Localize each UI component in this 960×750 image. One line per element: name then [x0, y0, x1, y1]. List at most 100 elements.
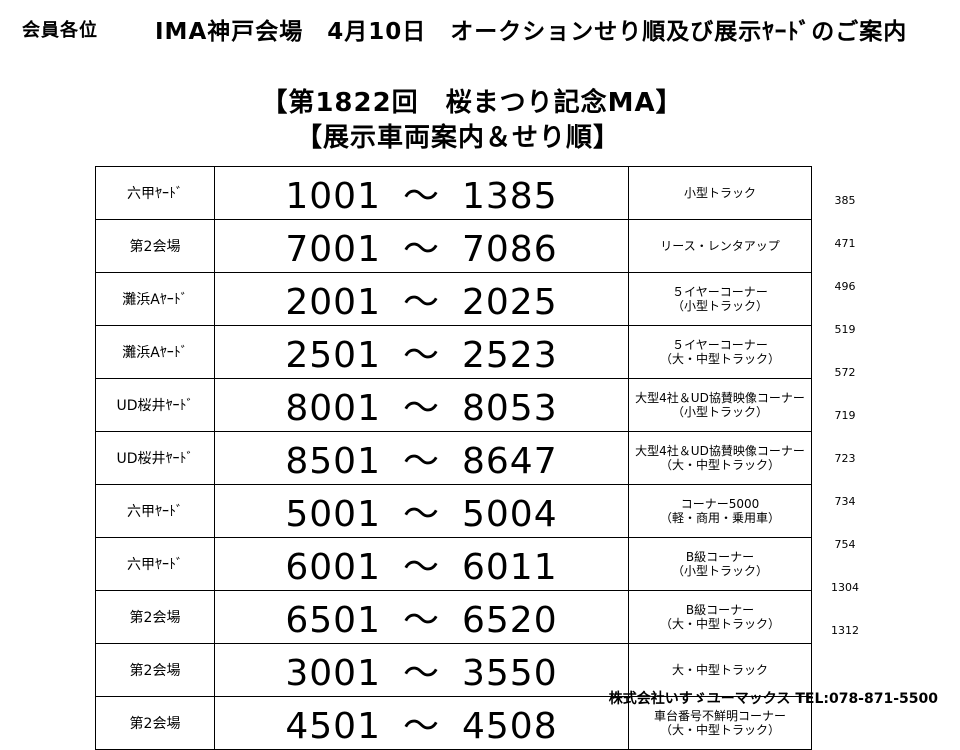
table-row: 第2会場 6501 ～ 6520 B級コーナー （大・中型トラック） — [95, 590, 812, 644]
venue-cell: 六甲ﾔｰﾄﾞ — [95, 537, 215, 591]
table-row: 六甲ﾔｰﾄﾞ 6001 ～ 6011 B級コーナー （小型トラック） — [95, 537, 812, 591]
category-subline: （小型トラック） — [671, 564, 768, 578]
lot-end: 6520 — [462, 600, 558, 641]
category-subline: （小型トラック） — [671, 405, 768, 419]
venue-cell: UD桜井ﾔｰﾄﾞ — [95, 431, 215, 485]
range-separator: ～ — [402, 335, 440, 376]
cumulative-total: 385 — [834, 194, 856, 207]
category-line: リース・レンタアップ — [660, 239, 780, 253]
lot-start: 8501 — [285, 441, 381, 482]
category-subline: （大・中型トラック） — [659, 617, 780, 631]
lot-table-body: 六甲ﾔｰﾄﾞ 1001 ～ 1385 小型トラック 第2会場 7001 ～ 7086 リース・レン… — [95, 166, 812, 750]
venue-cell: 第2会場 — [95, 643, 215, 697]
range-separator: ～ — [402, 547, 440, 588]
event-title: 【第1822回 桜まつり記念MA】 — [261, 88, 683, 118]
cumulative-total: 1304 — [831, 581, 859, 594]
venue-cell: 灘浜Aﾔｰﾄﾞ — [95, 325, 215, 379]
venue-cell: 第2会場 — [95, 219, 215, 273]
category-cell: 大型4社＆UD協賛映像コーナー （小型トラック） — [628, 378, 812, 432]
category-line: 大型4社＆UD協賛映像コーナー — [635, 444, 805, 458]
category-cell: ５イヤーコーナー （大・中型トラック） — [628, 325, 812, 379]
range-separator: ～ — [402, 388, 440, 429]
category-line: B級コーナー — [685, 550, 755, 564]
cumulative-total: 723 — [834, 452, 856, 465]
table-row: UD桜井ﾔｰﾄﾞ 8501 ～ 8647 大型4社＆UD協賛映像コーナー （大・中型トラッ… — [95, 431, 812, 485]
lot-start: 8001 — [285, 388, 381, 429]
cumulative-total: 471 — [834, 237, 856, 250]
lot-end: 3550 — [462, 653, 558, 694]
lot-start: 2001 — [285, 282, 381, 323]
category-line: 大型4社＆UD協賛映像コーナー — [635, 391, 805, 405]
lot-range-cell: 5001 ～ 5004 — [214, 484, 629, 538]
lot-start: 7001 — [285, 229, 381, 270]
lot-range-cell: 1001 ～ 1385 — [214, 166, 629, 220]
lot-end: 2025 — [462, 282, 558, 323]
lot-start: 1001 — [285, 176, 381, 217]
table-row: UD桜井ﾔｰﾄﾞ 8001 ～ 8053 大型4社＆UD協賛映像コーナー （小型トラック） — [95, 378, 812, 432]
venue-cell: 第2会場 — [95, 696, 215, 750]
cumulative-total: 1312 — [831, 624, 859, 637]
range-separator: ～ — [402, 229, 440, 270]
company-name: 株式会社いすゞユーマックス — [608, 691, 791, 707]
lot-end: 8053 — [462, 388, 558, 429]
lot-table: 六甲ﾔｰﾄﾞ 1001 ～ 1385 小型トラック 第2会場 7001 ～ 7086 リース・レン… — [95, 166, 812, 750]
lot-start: 5001 — [285, 494, 381, 535]
table-row: 六甲ﾔｰﾄﾞ 1001 ～ 1385 小型トラック — [95, 166, 812, 220]
range-separator: ～ — [402, 176, 440, 217]
lot-end: 5004 — [462, 494, 558, 535]
category-subline: （軽・商用・乗用車） — [659, 511, 780, 525]
range-separator: ～ — [402, 282, 440, 323]
lot-range-cell: 2001 ～ 2025 — [214, 272, 629, 326]
lot-end: 7086 — [462, 229, 558, 270]
page-header-title: IMA神戸会場 4月10日 オークションせり順及び展示ﾔｰﾄﾞのご案内 — [155, 19, 908, 45]
category-subline: （大・中型トラック） — [659, 723, 780, 737]
range-separator: ～ — [402, 441, 440, 482]
lot-range-cell: 8001 ～ 8053 — [214, 378, 629, 432]
cumulative-total: 734 — [834, 495, 856, 508]
category-line: ５イヤーコーナー — [672, 338, 768, 352]
category-subline: （大・中型トラック） — [659, 352, 780, 366]
range-separator: ～ — [402, 706, 440, 747]
cumulative-total: 496 — [834, 280, 856, 293]
lot-end: 4508 — [462, 706, 558, 747]
lot-start: 6501 — [285, 600, 381, 641]
lot-end: 8647 — [462, 441, 558, 482]
venue-cell: UD桜井ﾔｰﾄﾞ — [95, 378, 215, 432]
category-line: B級コーナー — [685, 603, 755, 617]
category-subline: （小型トラック） — [671, 299, 768, 313]
category-line: コーナー5000 — [680, 497, 760, 511]
lot-range-cell: 2501 ～ 2523 — [214, 325, 629, 379]
range-separator: ～ — [402, 653, 440, 694]
cumulative-total: 519 — [834, 323, 856, 336]
lot-start: 3001 — [285, 653, 381, 694]
cumulative-total: 719 — [834, 409, 856, 422]
cumulative-total: 754 — [834, 538, 856, 551]
section-title: 【展示車両案内＆せり順】 — [295, 123, 620, 153]
lot-range-cell: 6001 ～ 6011 — [214, 537, 629, 591]
lot-start: 4501 — [285, 706, 381, 747]
category-subline: （大・中型トラック） — [659, 458, 780, 472]
table-row: 灘浜Aﾔｰﾄﾞ 2001 ～ 2025 ５イヤーコーナー （小型トラック） — [95, 272, 812, 326]
lot-range-cell: 7001 ～ 7086 — [214, 219, 629, 273]
category-cell: コーナー5000 （軽・商用・乗用車） — [628, 484, 812, 538]
table-row: 第2会場 7001 ～ 7086 リース・レンタアップ — [95, 219, 812, 273]
category-line: ５イヤーコーナー — [672, 285, 768, 299]
lot-start: 6001 — [285, 547, 381, 588]
category-line: 小型トラック — [683, 186, 756, 200]
category-cell: 大型4社＆UD協賛映像コーナー （大・中型トラック） — [628, 431, 812, 485]
lot-range-cell: 6501 ～ 6520 — [214, 590, 629, 644]
range-separator: ～ — [402, 600, 440, 641]
footer: 株式会社いすゞユーマックス TEL:078-871-5500 — [609, 688, 938, 708]
category-line: 大・中型トラック — [671, 663, 768, 677]
venue-cell: 六甲ﾔｰﾄﾞ — [95, 166, 215, 220]
table-row: 第2会場 3001 ～ 3550 大・中型トラック — [95, 643, 812, 697]
venue-cell: 六甲ﾔｰﾄﾞ — [95, 484, 215, 538]
lot-range-cell: 4501 ～ 4508 — [214, 696, 629, 750]
lot-start: 2501 — [285, 335, 381, 376]
cumulative-total: 572 — [834, 366, 856, 379]
category-cell: リース・レンタアップ — [628, 219, 812, 273]
company-tel: TEL:078-871-5500 — [795, 691, 938, 707]
lot-end: 2523 — [462, 335, 558, 376]
table-row: 灘浜Aﾔｰﾄﾞ 2501 ～ 2523 ５イヤーコーナー （大・中型トラック） — [95, 325, 812, 379]
table-row: 六甲ﾔｰﾄﾞ 5001 ～ 5004 コーナー5000 （軽・商用・乗用車） — [95, 484, 812, 538]
